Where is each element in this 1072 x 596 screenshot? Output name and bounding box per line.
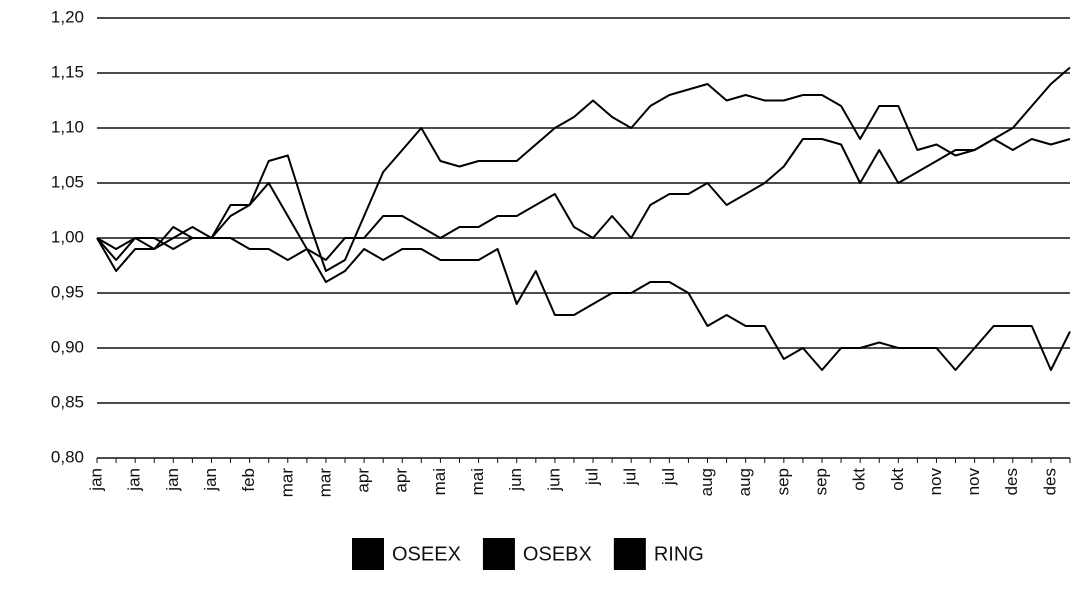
x-tick-label: jul: [583, 468, 602, 486]
x-tick-label: jan: [86, 468, 105, 492]
legend-swatch: [613, 538, 646, 570]
x-tick-label: mai: [430, 468, 449, 495]
x-tick-label: sep: [811, 468, 830, 495]
y-tick-label: 1,00: [51, 227, 84, 246]
y-tick-label: 1,20: [51, 7, 84, 26]
x-tick-label: sep: [773, 468, 792, 495]
x-tick-label: okt: [850, 468, 869, 491]
x-tick-label: jul: [621, 468, 640, 486]
x-tick-label: aug: [697, 468, 716, 496]
legend-swatch: [352, 538, 384, 570]
x-tick-label: jan: [125, 468, 144, 492]
y-tick-label: 1,15: [51, 62, 84, 81]
x-tick-label: des: [1040, 468, 1059, 495]
x-tick-label: nov: [964, 468, 983, 496]
x-tick-label: jan: [163, 468, 182, 492]
series-line: [96, 226, 1071, 371]
x-tick-label: mar: [315, 468, 334, 498]
x-tick-label: nov: [926, 468, 945, 496]
x-tick-label: aug: [735, 468, 754, 496]
x-tick-label: jan: [201, 468, 220, 492]
x-tick-label: apr: [354, 468, 373, 493]
y-tick-label: 1,05: [51, 172, 84, 191]
legend-label: OSEEX: [392, 543, 461, 565]
x-tick-label: des: [1002, 468, 1021, 495]
x-tick-label: mai: [468, 468, 487, 495]
x-tick-label: mar: [277, 468, 296, 498]
legend-swatch: [482, 538, 515, 570]
y-tick-label: 0,90: [51, 337, 84, 356]
x-tick-label: feb: [239, 468, 258, 492]
x-tick-label: apr: [392, 468, 411, 493]
legend-label: OSEBX: [523, 543, 592, 565]
x-tick-label: okt: [888, 468, 907, 491]
x-tick-label: jun: [506, 468, 525, 492]
y-tick-label: 1,10: [51, 117, 84, 136]
series-line: [96, 138, 1071, 261]
x-tick-label: jun: [544, 468, 563, 492]
y-tick-label: 0,85: [51, 392, 84, 411]
legend-label: RING: [654, 543, 704, 565]
y-tick-label: 0,95: [51, 282, 84, 301]
series-line: [96, 66, 1071, 272]
x-tick-label: jul: [659, 468, 678, 486]
y-tick-label: 0,80: [51, 447, 84, 466]
